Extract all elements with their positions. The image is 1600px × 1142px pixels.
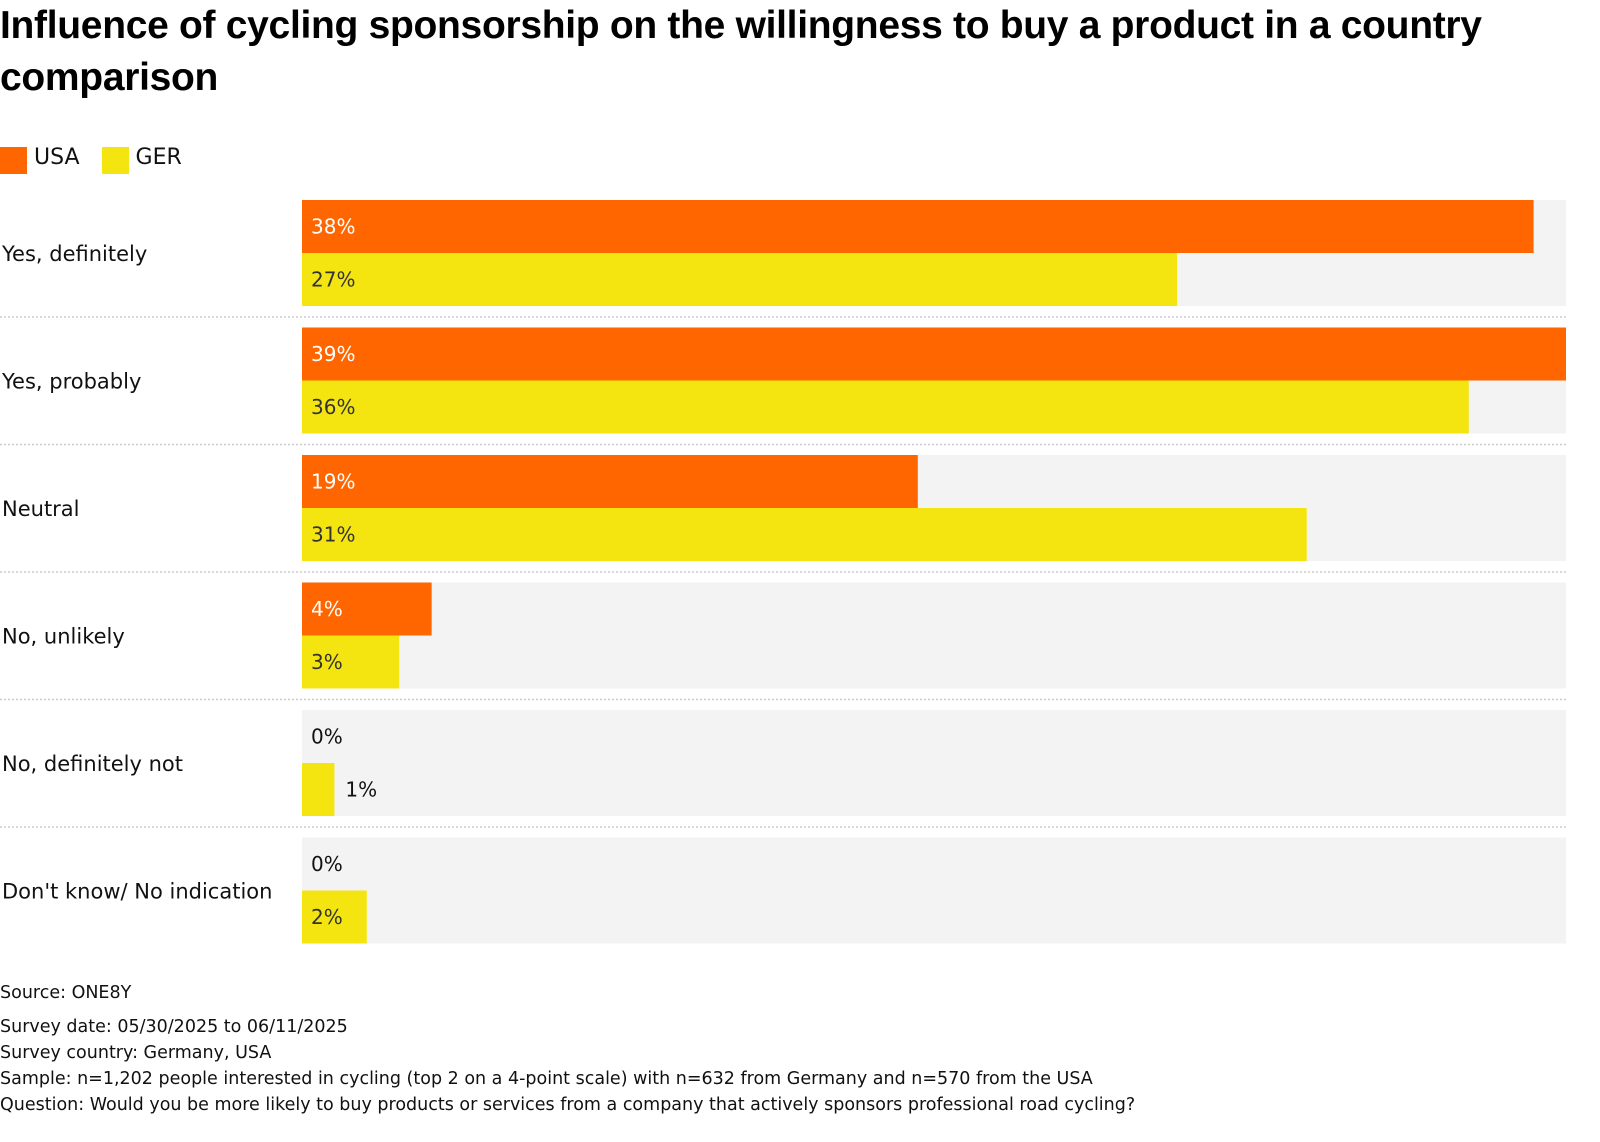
bar-ger-yes-probably	[302, 380, 1469, 434]
value-label-usa-yes-probably: 39%	[311, 342, 355, 366]
legend-label-usa: USA	[34, 144, 80, 170]
value-label-ger-yes-probably: 36%	[311, 395, 355, 419]
value-label-ger-no-unlikely: 3%	[311, 650, 343, 674]
chart-title: Influence of cycling sponsorship on the …	[0, 4, 1482, 99]
value-label-usa-yes-definitely: 38%	[311, 215, 355, 239]
bar-track-no-definitely-not	[302, 710, 1566, 816]
category-label-don-t-know-no-indication: Don't know/ No indication	[2, 880, 272, 904]
value-label-usa-no-definitely-not: 0%	[311, 725, 343, 749]
category-label-no-definitely-not: No, definitely not	[2, 752, 183, 776]
survey-date-note: Survey date: 05/30/2025 to 06/11/2025	[0, 1017, 348, 1037]
bar-ger-no-definitely-not	[302, 763, 335, 816]
category-label-yes-probably: Yes, probably	[1, 370, 141, 394]
legend-swatch-usa	[0, 146, 27, 174]
bar-usa-yes-definitely	[302, 200, 1534, 253]
category-label-no-unlikely: No, unlikely	[2, 625, 125, 649]
bar-ger-no-unlikely	[302, 635, 400, 689]
chart-footer: Source: ONE8Y Survey date: 05/30/2025 to…	[0, 980, 1135, 1118]
bar-usa-yes-probably	[302, 327, 1566, 381]
bar-track-don-t-know-no-indication	[302, 837, 1566, 944]
category-label-yes-definitely: Yes, definitely	[1, 242, 147, 266]
survey-country-note: Survey country: Germany, USA	[0, 1043, 272, 1063]
category-label-neutral: Neutral	[2, 497, 80, 521]
bar-chart: Yes, definitely 38% 27% Yes, probably 39% 36%…	[0, 200, 1566, 944]
bar-ger-don-t-know-no-indication	[302, 890, 367, 944]
legend-item-usa: USA	[0, 141, 80, 174]
legend-label-ger: GER	[135, 144, 182, 170]
value-label-ger-don-t-know-no-indication: 2%	[311, 905, 343, 929]
legend-swatch-ger	[101, 146, 129, 174]
bar-usa-no-unlikely	[302, 582, 432, 636]
question-note: Question: Would you be more likely to bu…	[0, 1095, 1136, 1115]
value-label-usa-neutral: 19%	[311, 470, 355, 494]
bar-ger-neutral	[302, 508, 1307, 561]
value-label-ger-neutral: 31%	[311, 523, 355, 547]
bar-usa-neutral	[302, 455, 918, 508]
source-note: Source: ONE8Y	[0, 983, 132, 1003]
sample-note: Sample: n=1,202 people interested in cyc…	[0, 1069, 1093, 1089]
value-label-usa-don-t-know-no-indication: 0%	[311, 852, 343, 876]
bar-ger-yes-definitely	[302, 253, 1178, 306]
value-label-ger-yes-definitely: 27%	[311, 268, 355, 292]
value-label-usa-no-unlikely: 4%	[311, 597, 343, 621]
value-label-ger-no-definitely-not: 1%	[345, 778, 377, 802]
bar-track-no-unlikely	[302, 582, 1566, 689]
legend-item-ger: GER	[101, 141, 182, 174]
legend: USA GER	[0, 140, 204, 174]
